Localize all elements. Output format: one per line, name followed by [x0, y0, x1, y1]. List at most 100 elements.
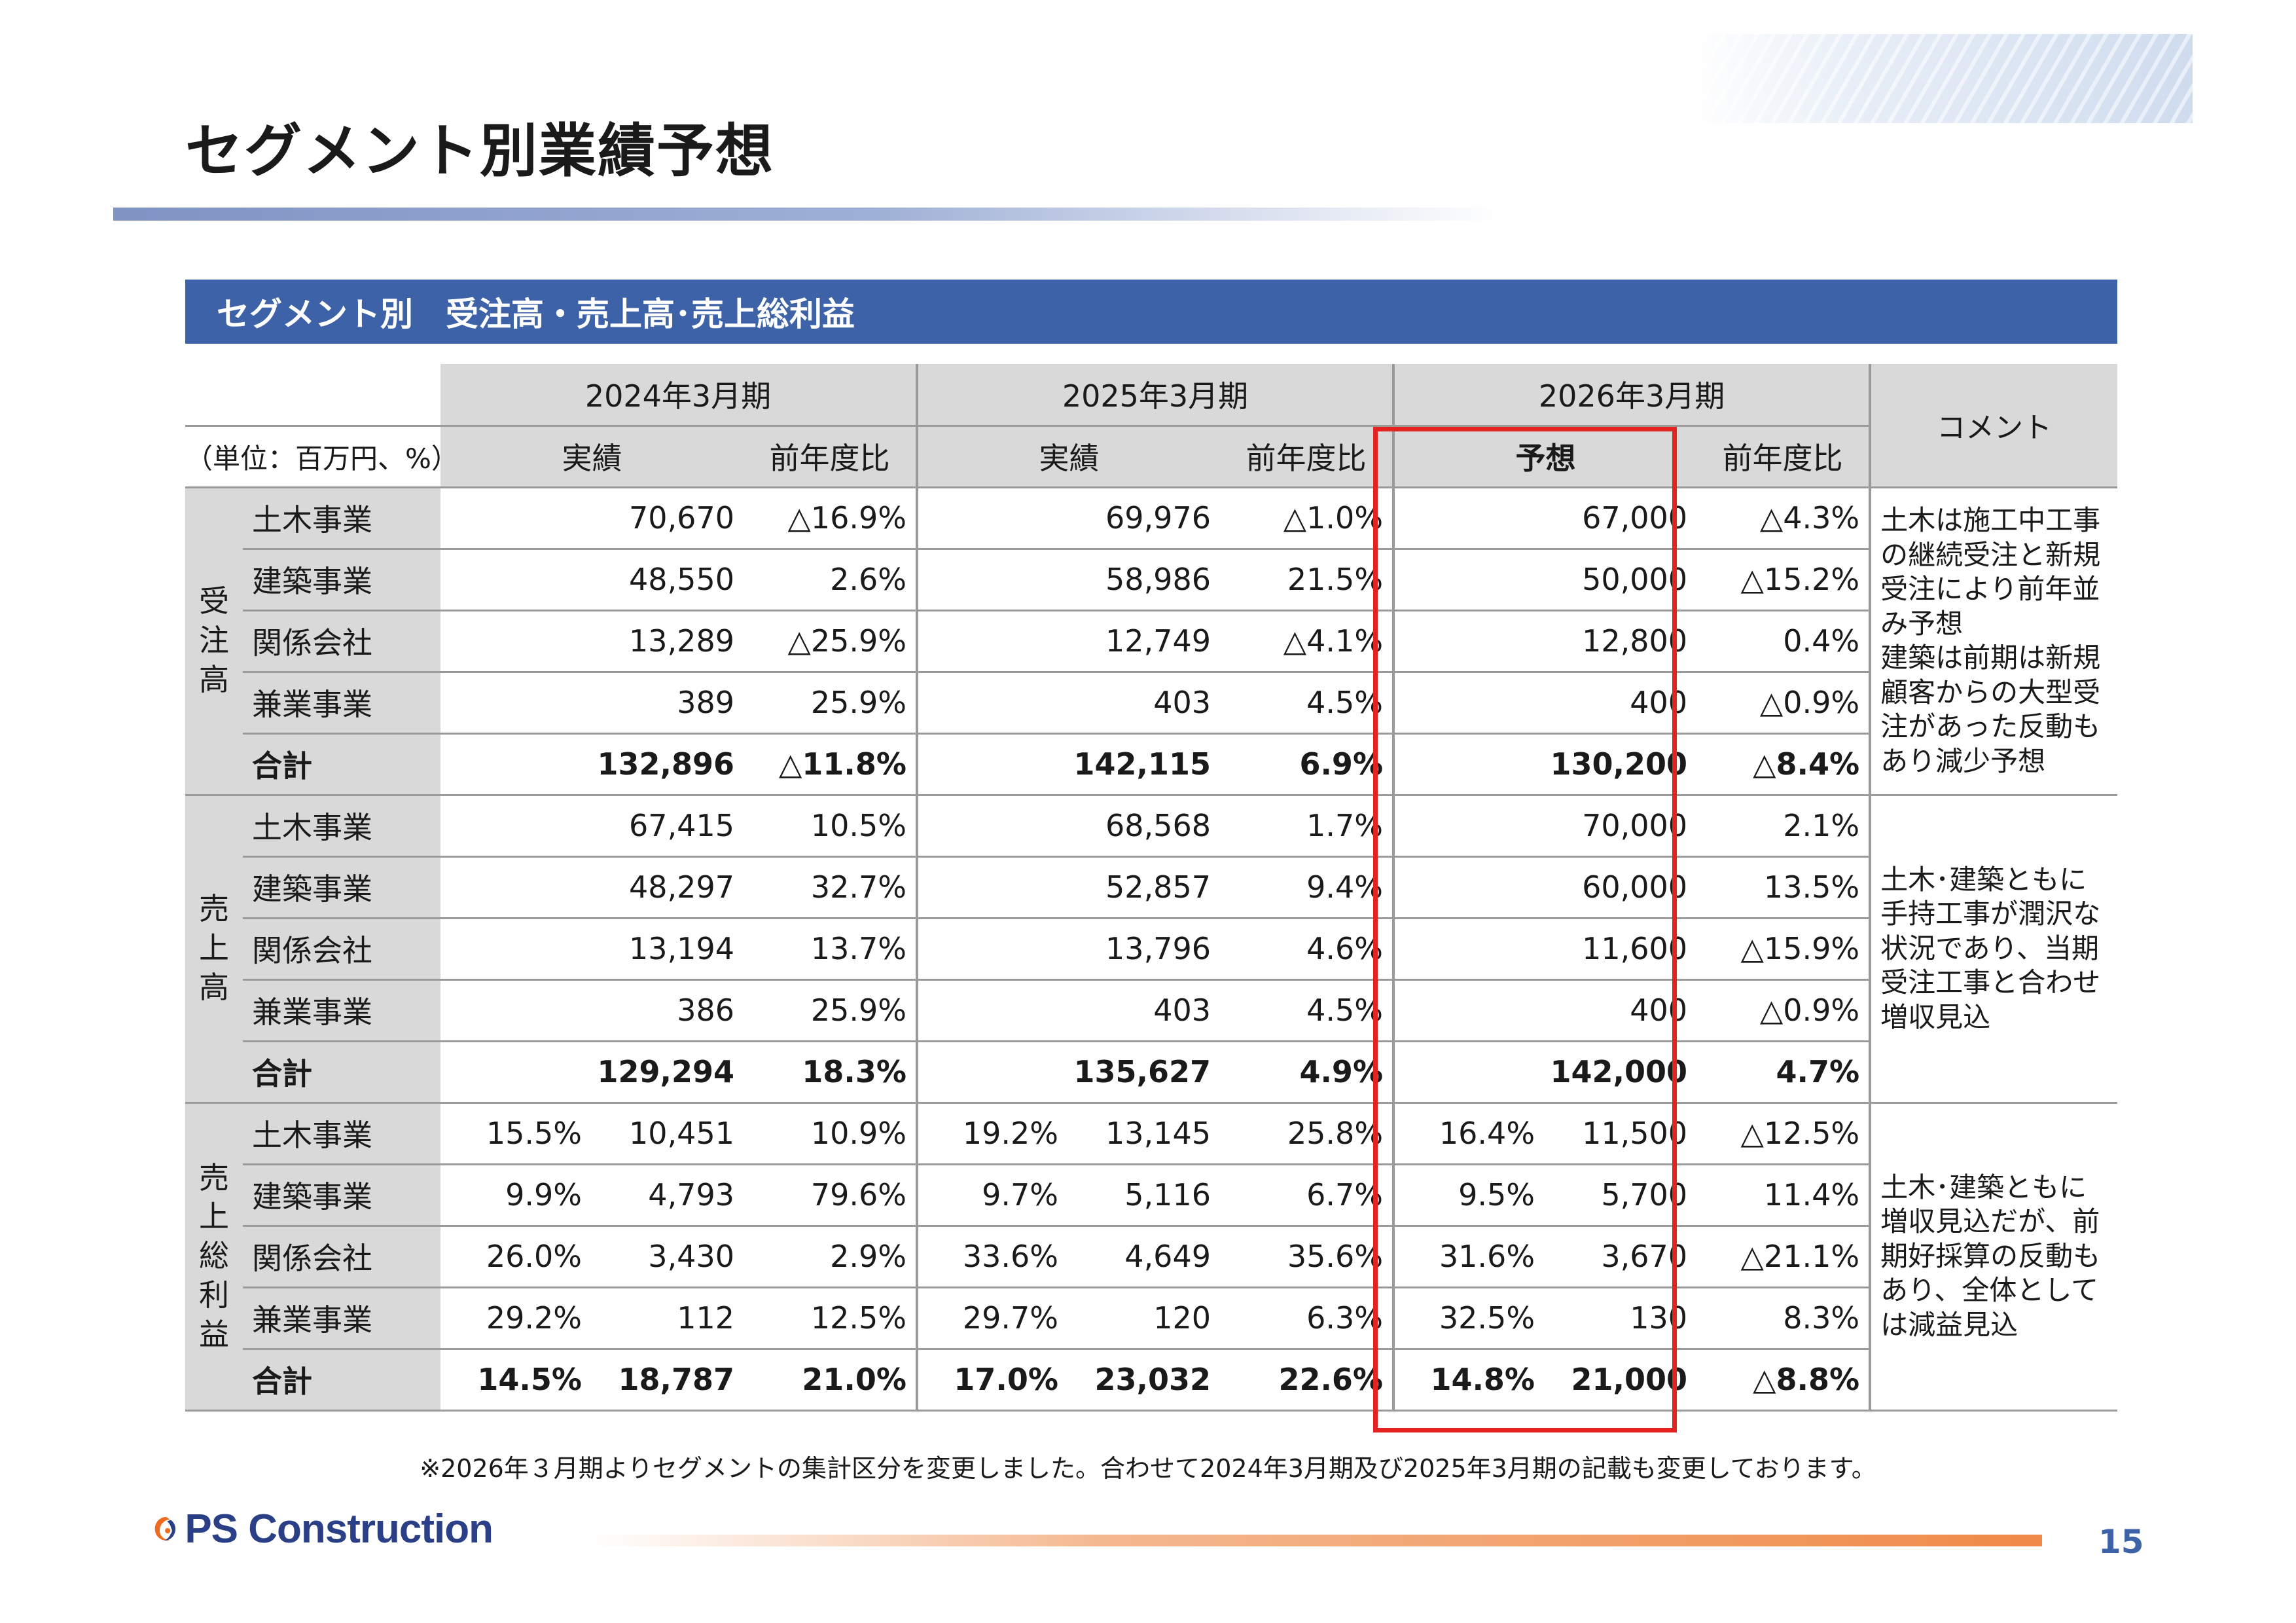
yoy-2025: 6.3% — [1220, 1287, 1394, 1350]
value-2026: 400 — [1392, 672, 1697, 735]
yoy-2024: 18.3% — [744, 1041, 917, 1104]
header-decoration — [1689, 34, 2193, 123]
header-yoy-2024: 前年度比 — [744, 426, 917, 488]
yoy-2024: △16.9% — [744, 487, 917, 550]
group-comment: 土木は施工中工事の継続受注と新規受注により前年並み予想 建築は前期は新規顧客から… — [1869, 487, 2118, 796]
section-header-bar: セグメント別 受注高・売上高･売上総利益 — [185, 280, 2117, 344]
margin-2024: 9.9% — [440, 1164, 591, 1227]
comment-text: 土木は施工中工事の継続受注と新規受注により前年並み予想 建築は前期は新規顧客から… — [1880, 504, 2101, 777]
yoy-2025: 35.6% — [1220, 1226, 1394, 1288]
value-2025: 120 — [1067, 1287, 1220, 1350]
table-row: 建築事業 48,297 32.7% 52,857 9.4% 60,000 13.5% — [185, 856, 2117, 919]
yoy-2026: 0.4% — [1696, 610, 1871, 673]
header-forecast-2026: 予想 — [1392, 426, 1697, 488]
segment-name: 建築事業 — [243, 1164, 440, 1227]
value-2025: 142,115 — [916, 733, 1220, 796]
value-2025: 13,145 — [1067, 1103, 1220, 1165]
yoy-2025: △1.0% — [1220, 487, 1394, 550]
margin-2024: 29.2% — [440, 1287, 591, 1350]
yoy-2026: △4.3% — [1696, 487, 1871, 550]
value-2025: 135,627 — [916, 1041, 1220, 1104]
group-label: 売 上 高 — [185, 795, 243, 1104]
header-actual-2024: 実績 — [440, 426, 744, 488]
value-2024: 13,289 — [440, 610, 744, 673]
logo-text: PS Construction — [185, 1506, 493, 1552]
yoy-2026: 8.3% — [1696, 1287, 1871, 1350]
margin-2026: 32.5% — [1392, 1287, 1545, 1350]
margin-2025: 19.2% — [916, 1103, 1067, 1165]
segment-name: 合計 — [243, 733, 440, 796]
segment-name: 土木事業 — [243, 795, 440, 858]
period-2024: 2024年3月期 — [440, 364, 917, 427]
column-header-row: （単位：百万円、%） 実績 前年度比 実績 前年度比 予想 前年度比 — [185, 426, 2117, 488]
value-2026: 67,000 — [1392, 487, 1697, 550]
table-row: 建築事業 48,550 2.6% 58,986 21.5% 50,000 △15.2% — [185, 549, 2117, 611]
margin-2024: 14.5% — [440, 1349, 591, 1412]
yoy-2025: 21.5% — [1220, 549, 1394, 611]
group-label: 売 上 総 利 益 — [185, 1103, 243, 1412]
segment-table: 2024年3月期 2025年3月期 2026年3月期 コメント （単位：百万円、… — [185, 364, 2118, 1412]
value-2026: 142,000 — [1392, 1041, 1697, 1104]
value-2025: 403 — [916, 672, 1220, 735]
table-total-row: 合計 129,294 18.3% 135,627 4.9% 142,000 4.7% — [185, 1041, 2117, 1104]
group-label-text: 売 上 総 利 益 — [199, 1159, 229, 1352]
footnote: ※2026年３月期よりセグメントの集計区分を変更しました。合わせて2024年3月… — [420, 1454, 1876, 1483]
margin-2024: 26.0% — [440, 1226, 591, 1288]
yoy-2025: 4.6% — [1220, 918, 1394, 981]
value-2024: 389 — [440, 672, 744, 735]
header-actual-2025: 実績 — [916, 426, 1220, 488]
yoy-2025: 4.5% — [1220, 672, 1394, 735]
value-2024: 4,793 — [591, 1164, 744, 1227]
group-comment: 土木･建築ともに増収見込だが、前期好採算の反動もあり、全体としては減益見込 — [1869, 1103, 2118, 1412]
yoy-2024: △11.8% — [744, 733, 917, 796]
value-2024: 386 — [440, 979, 744, 1042]
section-title: セグメント別 受注高・売上高･売上総利益 — [217, 295, 855, 333]
value-2025: 52,857 — [916, 856, 1220, 919]
yoy-2026: 11.4% — [1696, 1164, 1871, 1227]
yoy-2026: △15.2% — [1696, 549, 1871, 611]
footer-line — [589, 1535, 2042, 1546]
group-label-text: 受 注 高 — [199, 583, 229, 697]
period-2026: 2026年3月期 — [1392, 364, 1871, 427]
value-2026: 11,600 — [1392, 918, 1697, 981]
value-2024: 132,896 — [440, 733, 744, 796]
yoy-2025: 1.7% — [1220, 795, 1394, 858]
margin-2025: 17.0% — [916, 1349, 1067, 1412]
yoy-2025: 9.4% — [1220, 856, 1394, 919]
yoy-2026: △0.9% — [1696, 672, 1871, 735]
yoy-2026: △12.5% — [1696, 1103, 1871, 1165]
value-2024: 48,550 — [440, 549, 744, 611]
value-2026: 130 — [1544, 1287, 1697, 1350]
yoy-2025: 4.9% — [1220, 1041, 1394, 1104]
segment-name: 合計 — [243, 1041, 440, 1104]
value-2024: 10,451 — [591, 1103, 744, 1165]
segment-name: 土木事業 — [243, 1103, 440, 1165]
segment-name: 兼業事業 — [243, 979, 440, 1042]
logo-mark-icon — [154, 1516, 176, 1541]
yoy-2026: △21.1% — [1696, 1226, 1871, 1288]
segment-name: 関係会社 — [243, 918, 440, 981]
yoy-2024: 2.6% — [744, 549, 917, 611]
yoy-2026: △0.9% — [1696, 979, 1871, 1042]
segment-name: 兼業事業 — [243, 672, 440, 735]
yoy-2026: △8.4% — [1696, 733, 1871, 796]
margin-2026: 14.8% — [1392, 1349, 1545, 1412]
yoy-2026: 13.5% — [1696, 856, 1871, 919]
unit-label: （単位：百万円、%） — [185, 426, 459, 488]
value-2024: 129,294 — [440, 1041, 744, 1104]
margin-2026: 9.5% — [1392, 1164, 1545, 1227]
group-label: 受 注 高 — [185, 487, 243, 796]
header-yoy-2026: 前年度比 — [1696, 426, 1871, 488]
yoy-2024: 12.5% — [744, 1287, 917, 1350]
value-2026: 70,000 — [1392, 795, 1697, 858]
table-row: 売 上 総 利 益土木事業 15.5% 10,451 10.9% 19.2% 13,145… — [185, 1103, 2118, 1412]
value-2024: 18,787 — [591, 1349, 744, 1412]
table-total-row: 合計 14.5% 18,787 21.0% 17.0% 23,032 22.6% 14.8% 2… — [185, 1349, 2117, 1412]
yoy-2024: 21.0% — [744, 1349, 917, 1412]
value-2025: 4,649 — [1067, 1226, 1220, 1288]
margin-2025: 9.7% — [916, 1164, 1067, 1227]
yoy-2024: 2.9% — [744, 1226, 917, 1288]
segment-name: 関係会社 — [243, 1226, 440, 1288]
segment-name: 合計 — [243, 1349, 440, 1412]
margin-2026: 16.4% — [1392, 1103, 1545, 1165]
